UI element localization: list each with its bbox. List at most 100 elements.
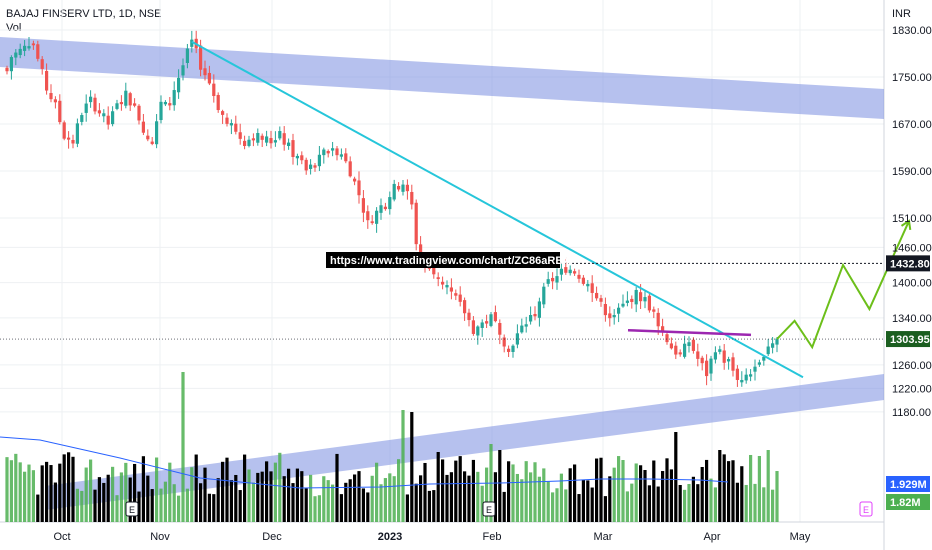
volume-bar (265, 461, 269, 522)
volume-bar (71, 456, 75, 522)
volume-bar (159, 488, 163, 522)
volume-bar (357, 471, 361, 522)
volume-bar (31, 470, 35, 522)
volume-bar (652, 460, 656, 522)
volume-bar (432, 490, 436, 522)
level-price-tag-text: 1432.80 (890, 258, 930, 270)
volume-bar (621, 460, 625, 522)
volume-bar (348, 479, 352, 522)
earnings-event-marker[interactable]: E (482, 501, 496, 517)
candle-body (647, 295, 651, 311)
candle-body (27, 46, 31, 49)
volume-bar (568, 468, 572, 522)
volume-bar (683, 489, 687, 522)
volume-bar (467, 475, 471, 522)
volume-bar (111, 466, 115, 522)
event-marker-box[interactable] (125, 501, 139, 517)
volume-bar (427, 490, 431, 522)
candle-body (357, 180, 361, 196)
volume-bar (546, 481, 550, 522)
event-marker-box[interactable] (859, 501, 873, 517)
earnings-event-marker[interactable]: E (859, 501, 873, 517)
candle-body (49, 93, 53, 100)
earnings-event-marker[interactable]: E (125, 501, 139, 517)
volume-bar (304, 488, 308, 522)
candle-body (53, 99, 57, 103)
candle-body (441, 281, 445, 285)
event-marker-box[interactable] (482, 501, 496, 517)
volume-bar (665, 458, 669, 522)
candle-body (489, 314, 493, 326)
volume-bar (493, 472, 497, 522)
volume-bar (243, 454, 247, 522)
candle-body (639, 292, 643, 302)
candle-body (463, 300, 467, 314)
last-price-tag-text: 1303.95 (890, 334, 930, 346)
volume-bar (731, 460, 735, 522)
candle-body (93, 97, 97, 112)
volume-bar (401, 410, 405, 522)
candle-body (221, 111, 225, 115)
candle-body (771, 343, 775, 348)
volume-bar (445, 474, 449, 522)
candle-body (436, 277, 440, 280)
last-price-tag-background (886, 331, 930, 348)
candle-body (229, 123, 233, 126)
volume-bar (740, 466, 744, 522)
volume-bar (502, 491, 506, 522)
volume-ma-tag: 1.929M (886, 476, 930, 492)
currency-label: INR (892, 8, 911, 20)
volume-bar (669, 469, 673, 522)
volume-ma-tag-text: 1.929M (890, 479, 927, 491)
candle-body (326, 151, 330, 154)
candle-body (753, 366, 757, 372)
volume-bar (84, 467, 88, 522)
volume-bar (141, 456, 145, 522)
volume-bar (260, 471, 264, 522)
volume-bar (485, 467, 489, 522)
candle-body (410, 191, 414, 205)
volume-bar (102, 482, 106, 522)
candle-body (524, 324, 528, 327)
volume-bar (5, 457, 9, 522)
time-axis-tick: Oct (53, 531, 70, 543)
candle-body (366, 211, 370, 221)
volume-bar (115, 495, 119, 522)
neckline (627, 328, 752, 337)
candle-body (309, 164, 313, 169)
candle-body (339, 154, 343, 157)
volume-bar (361, 488, 365, 522)
candle-body (159, 101, 163, 121)
volume-bar (150, 489, 154, 522)
candle-body (273, 140, 277, 143)
candle-body (163, 101, 167, 105)
candle-body (80, 115, 84, 122)
volume-bar (216, 478, 220, 522)
candle-body (282, 133, 286, 145)
candle-body (141, 121, 145, 133)
candle-body (238, 132, 242, 139)
volume-bar (524, 461, 528, 522)
candle-body (458, 294, 462, 302)
volume-bar (709, 478, 713, 522)
volume-bar (674, 432, 678, 522)
volume-bar (419, 475, 423, 522)
volume-bar (203, 467, 207, 522)
price-axis-tick: 1340.00 (892, 313, 932, 325)
volume-bar (735, 482, 739, 522)
volume-value-tag: 1.82M (886, 494, 930, 510)
candle-body (625, 300, 629, 303)
volume-bar (339, 494, 343, 522)
volume-bar (106, 474, 110, 522)
candle-body (643, 297, 647, 302)
candle-body (476, 326, 480, 336)
volume-bar (762, 487, 766, 522)
volume-bar (295, 468, 299, 522)
volume-bar (656, 486, 660, 522)
candle-body (392, 183, 396, 200)
candle-body (67, 137, 71, 140)
volume-bar (661, 471, 665, 522)
candle-body (735, 368, 739, 380)
candle-body (133, 103, 137, 106)
